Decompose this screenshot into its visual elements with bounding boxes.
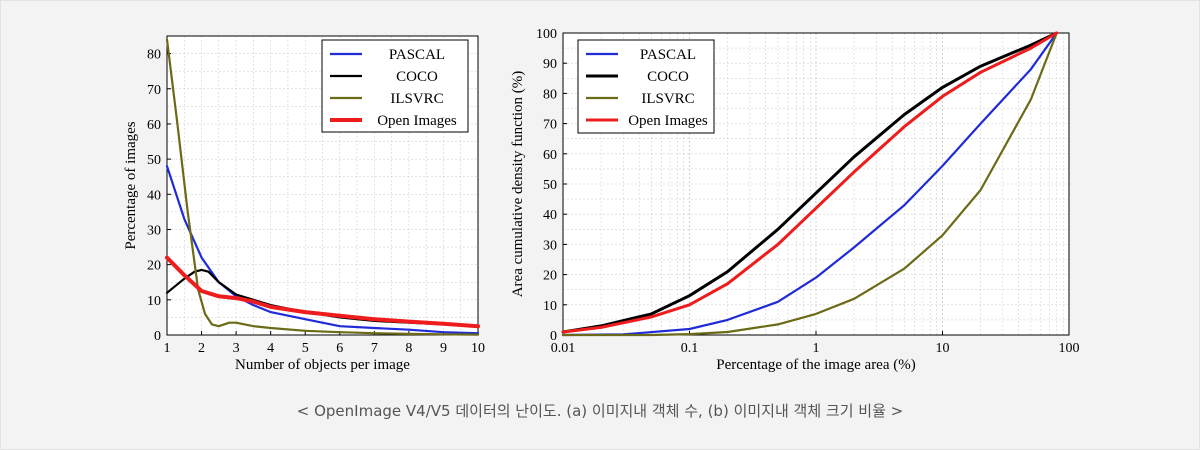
legend-label: ILSVRC — [390, 91, 443, 107]
y-tick-label: 30 — [543, 238, 557, 253]
y-tick-label: 50 — [543, 178, 557, 193]
series-line-coco — [561, 31, 1059, 334]
x-tick-label: 5 — [302, 341, 309, 356]
x-tick-label: 10 — [471, 341, 485, 356]
y-tick-label: 90 — [543, 57, 557, 72]
x-axis-label: Number of objects per image — [235, 357, 410, 373]
x-tick-label: 6 — [336, 341, 343, 356]
series-line-open-images — [561, 31, 1059, 334]
y-tick-label: 20 — [543, 269, 557, 284]
legend-label: PASCAL — [389, 47, 445, 63]
x-tick-label: 8 — [405, 341, 412, 356]
x-tick-label: 10 — [936, 341, 950, 356]
legend: PASCAL COCO ILSVRC Open Images — [577, 39, 715, 134]
y-tick-label: 60 — [543, 148, 557, 163]
y-tick-label: 50 — [147, 153, 161, 168]
chart-b: 0.01 0.1 1 10 100 0 10 20 30 40 50 60 70 80 90 100 Perce… — [510, 27, 1080, 373]
y-tick-label: 70 — [543, 118, 557, 133]
legend-label: Open Images — [377, 113, 457, 129]
y-tick-label: 80 — [147, 48, 161, 63]
series-line-pascal — [165, 165, 480, 335]
x-tick-label: 7 — [371, 341, 378, 356]
x-tick-label: 1 — [164, 341, 171, 356]
x-tick-label: 100 — [1059, 341, 1080, 356]
x-tick-label: 2 — [198, 341, 205, 356]
legend-label: COCO — [647, 69, 689, 85]
series-line-open-images — [165, 255, 480, 329]
y-tick-label: 80 — [543, 87, 557, 102]
y-tick-label: 30 — [147, 223, 161, 238]
x-tick-label: 0.1 — [681, 341, 699, 356]
legend-box — [577, 39, 715, 134]
legend-label: ILSVRC — [641, 91, 694, 107]
x-axis-label: Percentage of the image area (%) — [716, 357, 915, 373]
series-line-ilsvrc — [165, 38, 480, 336]
y-tick-label: 40 — [147, 188, 161, 203]
x-tick-label: 1 — [813, 341, 820, 356]
y-tick-label: 10 — [147, 294, 161, 309]
series-line-ilsvrc — [561, 31, 1058, 337]
legend: PASCAL COCO ILSVRC Open Images — [321, 39, 469, 133]
legend-label: PASCAL — [640, 47, 696, 63]
x-tick-label: 3 — [233, 341, 240, 356]
y-tick-label: 20 — [147, 259, 161, 274]
y-tick-label: 0 — [154, 329, 161, 344]
y-tick-label: 100 — [536, 27, 557, 42]
y-axis-label: Percentage of images — [123, 121, 139, 249]
x-tick-label: 9 — [440, 341, 447, 356]
y-tick-label: 40 — [543, 208, 557, 223]
y-tick-label: 0 — [550, 329, 557, 344]
y-tick-label: 10 — [543, 299, 557, 314]
legend-box — [321, 39, 469, 133]
y-axis-label: Area cumulative density function (%) — [510, 71, 526, 298]
series-line-pascal — [561, 31, 1058, 337]
y-tick-label: 70 — [147, 83, 161, 98]
figure-caption: < OpenImage V4/V5 데이터의 난이도. (a) 이미지내 객체 … — [296, 402, 904, 420]
chart-a: 1 2 3 4 5 6 7 8 9 10 0 10 20 30 40 50 60 70 80 Number of ob… — [123, 35, 485, 373]
x-tick-label: 4 — [267, 341, 274, 356]
legend-label: Open Images — [628, 113, 708, 129]
x-tick-label: 0.01 — [551, 341, 576, 356]
y-tick-label: 60 — [147, 118, 161, 133]
axes-frame — [166, 35, 479, 336]
legend-label: COCO — [396, 69, 438, 85]
